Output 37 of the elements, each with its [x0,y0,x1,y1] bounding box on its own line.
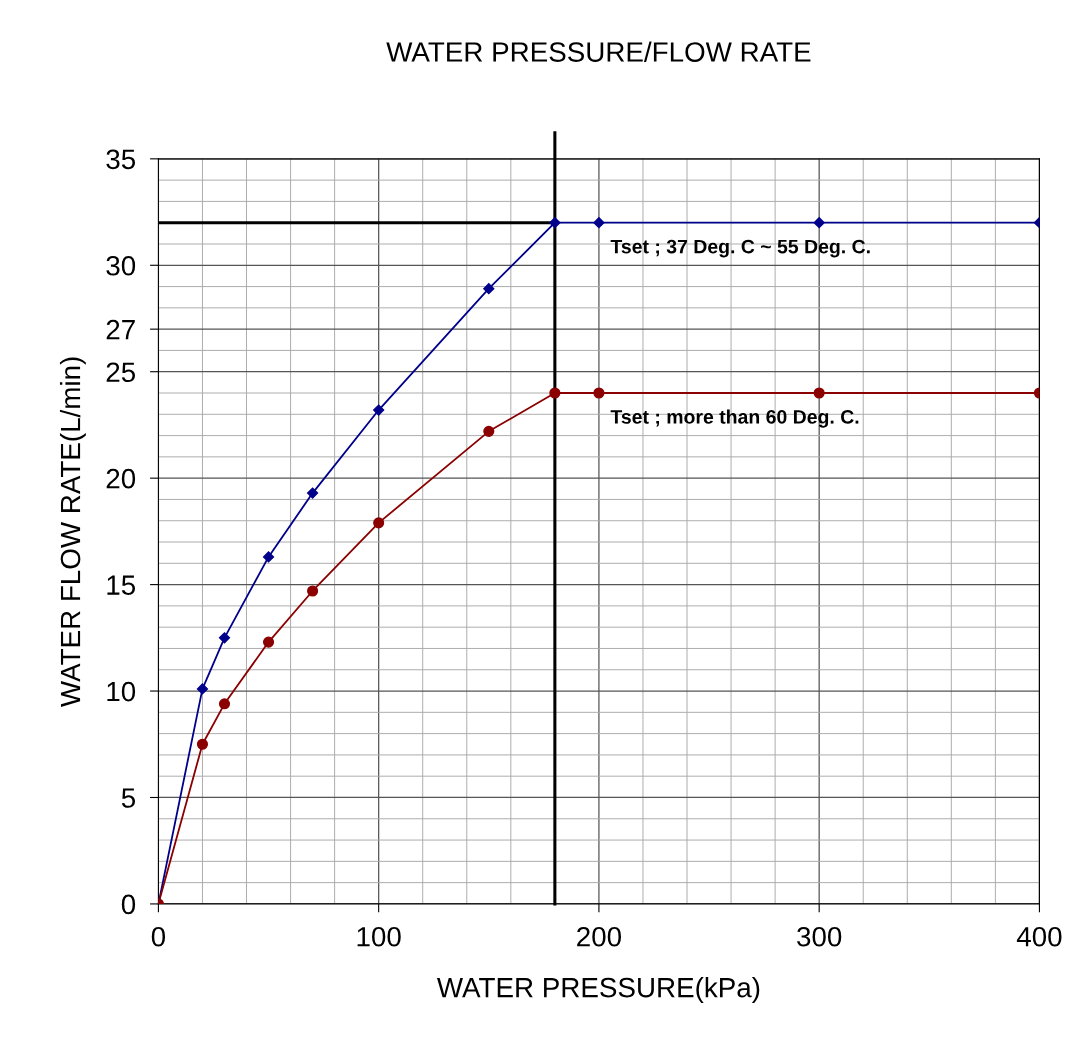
y-tick-label: 25 [106,362,136,383]
y-tick-label: 5 [121,788,136,808]
point [196,738,209,750]
y-tick-label: 0 [121,894,136,915]
point [262,636,275,648]
x-tick-label: 300 [797,926,842,947]
y-tick-label: 20 [106,468,136,489]
point [593,217,605,229]
series-label: Tset ; more than 60 Deg. C. [610,409,859,428]
x-tick-label: 200 [577,926,622,947]
point [813,387,825,399]
point [307,585,319,597]
point [483,283,495,295]
y-tick-label: 27 [106,319,135,340]
chart-title: WATER PRESSURE/FLOW RATE [386,41,811,62]
point [813,217,825,229]
series-label: Tset ; 37 Deg. C ~ 55 Deg. C. [610,239,870,258]
point [262,551,275,563]
x-tick-label: 0 [151,926,166,947]
point [483,425,495,437]
point [373,517,385,529]
point [306,487,319,499]
point [218,698,231,710]
point [196,683,209,695]
x-axis-title: WATER PRESSURE(kPa) [436,977,760,1003]
x-tick-label: 400 [1016,926,1062,947]
point [593,387,605,399]
point [373,404,385,416]
point [549,217,561,229]
y-tick-label: 30 [106,255,136,276]
point [549,387,561,399]
y-axis-title: WATER FLOW RATE(L/min) [59,357,86,707]
y-tick-label: 15 [107,575,136,595]
point [218,632,231,644]
x-tick-label: 100 [357,926,401,947]
y-tick-label: 35 [106,149,136,170]
y-tick-label: 10 [107,681,136,702]
